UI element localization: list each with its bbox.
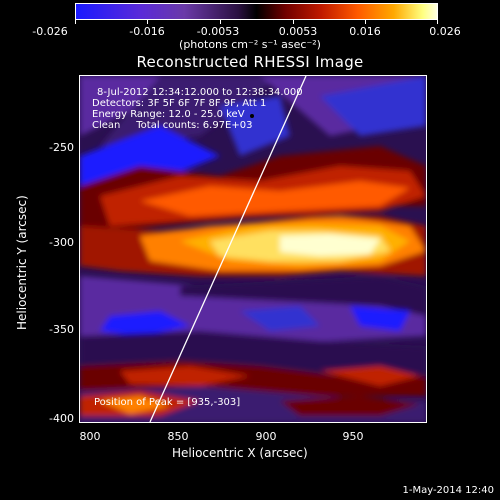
x-axis-label: Heliocentric X (arcsec) bbox=[172, 446, 308, 460]
x-tick-label: 800 bbox=[79, 430, 101, 443]
y-tick-label: -300 bbox=[49, 236, 74, 249]
colorbar-tick bbox=[293, 20, 294, 24]
colorbar-tick-label: -0.026 bbox=[32, 25, 68, 38]
colorbar bbox=[75, 3, 438, 20]
y-tick-label: -350 bbox=[49, 323, 74, 336]
colorbar-tick bbox=[147, 20, 148, 24]
colorbar-tick-label: -0.016 bbox=[129, 25, 165, 38]
colorbar-tick-label: -0.0053 bbox=[196, 25, 240, 38]
colorbar-tick bbox=[75, 20, 76, 24]
date-stamp: 1-May-2014 12:40 bbox=[402, 485, 494, 496]
plot-title: Reconstructed RHESSI Image bbox=[136, 53, 364, 71]
colorbar-tick-label: 0.016 bbox=[349, 25, 381, 38]
colorbar-tick-label: 0.026 bbox=[429, 25, 461, 38]
limb-line bbox=[149, 76, 307, 422]
rhessi-image bbox=[80, 76, 426, 422]
info-total-counts: Clean Total counts: 6.97E+03 bbox=[92, 120, 253, 131]
info-energy-range: Energy Range: 12.0 - 25.0 keV bbox=[92, 109, 245, 120]
y-tick-label: -400 bbox=[49, 412, 74, 425]
colorbar-gradient bbox=[76, 4, 437, 19]
peak-marker bbox=[250, 114, 254, 118]
info-time-range: 8-Jul-2012 12:34:12.000 to 12:38:34.000 bbox=[97, 87, 303, 98]
info-peak-position: Position of Peak = [935,-303] bbox=[94, 397, 241, 408]
x-tick-label: 900 bbox=[255, 430, 277, 443]
colorbar-units: (photons cm⁻² s⁻¹ asec⁻²) bbox=[179, 38, 321, 51]
colorbar-tick bbox=[220, 20, 221, 24]
image-plot: 8-Jul-2012 12:34:12.000 to 12:38:34.000 … bbox=[79, 75, 427, 423]
info-detectors: Detectors: 3F 5F 6F 7F 8F 9F, Att 1 bbox=[92, 98, 267, 109]
y-tick-label: -250 bbox=[49, 141, 74, 154]
colorbar-tick-label: 0.0053 bbox=[278, 25, 318, 38]
x-tick-label: 850 bbox=[167, 430, 189, 443]
y-axis-label: Heliocentric Y (arcsec) bbox=[15, 195, 29, 330]
colorbar-tick bbox=[437, 20, 438, 24]
x-tick-label: 950 bbox=[342, 430, 364, 443]
colorbar-tick bbox=[365, 20, 366, 24]
